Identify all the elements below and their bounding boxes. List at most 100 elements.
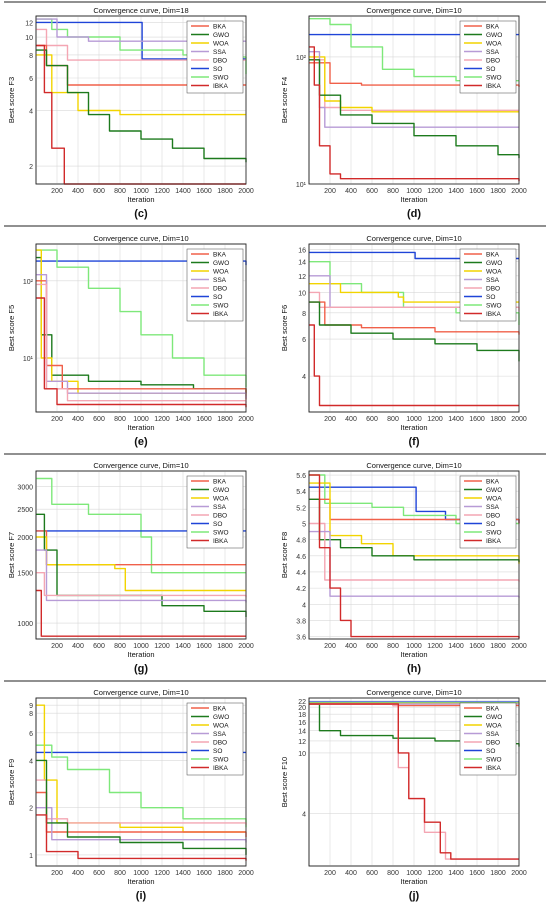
y-tick-label: 14	[298, 729, 306, 736]
plot-frame	[35, 15, 247, 185]
legend-entry: WOA	[213, 723, 229, 730]
x-tick-label: 2000	[511, 643, 527, 650]
y-tick-label: 4	[302, 374, 306, 381]
legend-entry: WOA	[213, 269, 229, 276]
x-tick-label: 1200	[154, 643, 170, 650]
series-line-swo	[36, 477, 246, 574]
x-tick-label: 2000	[511, 416, 527, 423]
x-tick-label: 1800	[217, 188, 233, 195]
y-tick-label: 18	[298, 712, 306, 719]
x-tick-label: 1400	[175, 416, 191, 423]
y-tick-label: 8	[302, 311, 306, 318]
x-tick-label: 2000	[238, 188, 254, 195]
legend-entry: SSA	[213, 49, 227, 56]
x-tick-label: 1800	[490, 643, 506, 650]
x-tick-label: 1000	[133, 870, 149, 877]
y-axis-label: Best score F5	[7, 305, 16, 351]
legend-entry: GWO	[213, 487, 229, 494]
series-line-ibka	[309, 324, 519, 407]
legend-box	[186, 248, 244, 322]
legend-entry: SO	[486, 748, 495, 755]
legend-entry: SSA	[486, 277, 500, 284]
y-tick-label: 6	[29, 76, 33, 83]
y-tick-label: 2500	[17, 507, 33, 514]
panel-label: (d)	[407, 208, 421, 220]
series-line-ibka	[36, 44, 246, 185]
y-tick-label: 4.6	[296, 554, 306, 561]
y-tick-label: 9	[29, 703, 33, 710]
x-tick-label: 200	[324, 416, 336, 423]
x-tick-label: 400	[345, 416, 357, 423]
legend-entry: SWO	[486, 303, 502, 310]
chart-panel-3: 10¹ 10² 200 400 600 800 1000 1200 1400 1600 1800 20…	[7, 234, 254, 448]
chart-title: Convergence curve, Dim=10	[93, 461, 188, 470]
legend-entry: DBO	[486, 286, 500, 293]
x-tick-label: 1800	[490, 870, 506, 877]
series-line-ssa	[309, 51, 519, 128]
plot-frame	[308, 697, 520, 867]
plot-frame	[308, 243, 520, 413]
x-tick-label: 200	[51, 416, 63, 423]
x-tick-label: 400	[72, 416, 84, 423]
row-separators	[4, 1, 546, 682]
x-tick-label: 1400	[175, 870, 191, 877]
series-line-dbo	[36, 28, 246, 61]
chart-panel-4: 4 6 8 10 12 14 16 200 400 600 800 1000 1200 1400 1600 1…	[280, 234, 527, 448]
legend-entry: IBKA	[213, 83, 228, 90]
legend-entry: GWO	[486, 260, 502, 267]
legend-entry: WOA	[486, 41, 502, 48]
legend-box	[186, 475, 244, 549]
y-tick-label: 1500	[17, 571, 33, 578]
x-tick-label: 1400	[175, 188, 191, 195]
series-line-woa	[36, 536, 246, 592]
x-tick-label: 600	[366, 643, 378, 650]
legend-entry: BKA	[213, 706, 227, 713]
x-tick-label: 1400	[448, 643, 464, 650]
legend-entry: BKA	[213, 479, 227, 486]
x-tick-label: 800	[387, 870, 399, 877]
x-tick-label: 2000	[511, 870, 527, 877]
x-tick-label: 1200	[427, 870, 443, 877]
y-tick-label: 14	[298, 260, 306, 267]
y-tick-label: 2	[29, 806, 33, 813]
legend-entry: SWO	[213, 303, 229, 310]
x-tick-label: 800	[114, 870, 126, 877]
y-tick-label: 3.6	[296, 635, 306, 642]
y-tick-label: 4.8	[296, 538, 306, 545]
x-axis-label: Iteration	[127, 423, 154, 432]
legend-entry: BKA	[213, 24, 227, 31]
x-tick-label: 400	[72, 643, 84, 650]
series-line-dbo	[309, 59, 519, 111]
legend-entry: SWO	[213, 530, 229, 537]
legend-entry: BKA	[486, 479, 500, 486]
legend-entry: IBKA	[213, 765, 228, 772]
y-tick-label: 3.8	[296, 618, 306, 625]
panel-label: (f)	[409, 436, 420, 448]
legend-entry: DBO	[213, 58, 227, 65]
legend-entry: BKA	[213, 252, 227, 259]
y-tick-label: 20	[298, 705, 306, 712]
panel-label: (c)	[134, 208, 148, 220]
y-tick-label: 5.4	[296, 489, 306, 496]
legend-entry: IBKA	[213, 311, 228, 318]
legend-box	[459, 20, 517, 94]
y-tick-label: 1	[29, 853, 33, 860]
y-tick-label: 12	[25, 20, 33, 27]
chart-title: Convergence curve, Dim=10	[93, 688, 188, 697]
y-tick-label: 16	[298, 248, 306, 255]
x-tick-label: 1400	[448, 870, 464, 877]
chart-title: Convergence curve, Dim=10	[366, 234, 461, 243]
x-tick-label: 1200	[427, 188, 443, 195]
x-axis-label: Iteration	[400, 195, 427, 204]
chart-title: Convergence curve, Dim=10	[366, 6, 461, 15]
legend-entry: BKA	[486, 252, 500, 259]
series-line-ibka	[309, 46, 520, 182]
y-tick-label: 12	[298, 274, 306, 281]
y-tick-label: 3000	[17, 485, 33, 492]
series-line-woa	[309, 283, 519, 303]
y-axis-label: Best score F7	[7, 532, 16, 578]
legend-entry: SO	[486, 294, 495, 301]
series-line-swo	[309, 18, 519, 82]
panel-label: (g)	[134, 663, 148, 675]
series-line-ibka	[36, 589, 246, 637]
